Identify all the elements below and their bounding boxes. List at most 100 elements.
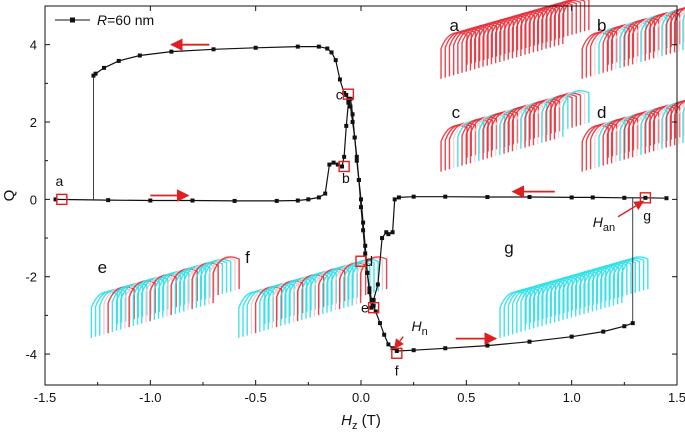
data-point bbox=[116, 58, 121, 63]
inset-stripe bbox=[153, 273, 182, 320]
inset-stripe bbox=[99, 288, 127, 336]
inset-stripe bbox=[490, 110, 519, 158]
inset-stripe bbox=[145, 275, 173, 323]
data-point bbox=[333, 58, 338, 63]
inset-stripe bbox=[120, 282, 148, 330]
inset-stripe bbox=[511, 287, 540, 335]
inset-stripe bbox=[515, 10, 544, 58]
inset-stripe bbox=[503, 13, 531, 61]
y-tick-label: 2 bbox=[30, 115, 37, 130]
data-point bbox=[316, 44, 321, 49]
inset-stripe bbox=[524, 283, 552, 331]
y-tick-label: -4 bbox=[25, 347, 37, 362]
x-axis-ticks: -1.5 -1.0 -0.5 0.0 0.5 1.0 1.5 bbox=[34, 6, 685, 405]
data-point bbox=[411, 194, 416, 199]
inset-stripe bbox=[585, 30, 614, 78]
data-point bbox=[367, 290, 372, 295]
inset-stripe bbox=[648, 12, 677, 60]
inset-stripe bbox=[246, 288, 274, 336]
inset-stripe bbox=[640, 15, 668, 63]
inset-stripe bbox=[566, 271, 594, 319]
x-tick-label: -1.0 bbox=[139, 390, 161, 405]
inset-stripe bbox=[490, 17, 519, 65]
data-point bbox=[232, 198, 237, 203]
inset-stripe bbox=[507, 12, 535, 60]
inset-stripe bbox=[545, 94, 573, 142]
inset-stripe bbox=[557, 91, 586, 139]
inset-label: b bbox=[597, 16, 606, 35]
data-point bbox=[344, 92, 349, 97]
inset-stripe bbox=[652, 11, 681, 59]
y-tick-label: 4 bbox=[30, 38, 37, 53]
data-point bbox=[371, 297, 376, 302]
inset-stripe bbox=[623, 19, 651, 67]
inset-stripe bbox=[682, 106, 685, 143]
inset-stripe bbox=[594, 28, 622, 76]
inset-stripe bbox=[301, 273, 329, 320]
inset-stripe bbox=[494, 16, 523, 64]
data-point bbox=[342, 154, 347, 159]
inset-stripe bbox=[115, 283, 144, 331]
data-point bbox=[369, 305, 374, 310]
inset-stripe bbox=[610, 23, 639, 71]
inset-stripe bbox=[587, 265, 615, 313]
inset-stripe bbox=[644, 13, 672, 61]
inset-stripe bbox=[208, 257, 236, 305]
inset-stripe bbox=[157, 271, 186, 319]
data-point bbox=[295, 198, 300, 203]
inset-stripe bbox=[284, 277, 312, 325]
x-axis-title: Hz (T) bbox=[341, 412, 381, 432]
inset-d: d bbox=[581, 99, 685, 172]
data-point bbox=[323, 191, 328, 196]
y-tick-label: -2 bbox=[25, 270, 37, 285]
inset-stripe bbox=[627, 18, 656, 66]
inset-stripe bbox=[292, 275, 321, 323]
inset-stripe bbox=[473, 22, 502, 70]
inset-label: a bbox=[449, 16, 459, 35]
inset-stripe bbox=[486, 18, 514, 66]
inset-stripe bbox=[536, 4, 565, 52]
inset-stripe bbox=[511, 11, 540, 59]
inset-stripe bbox=[631, 17, 660, 65]
inset-stripe bbox=[469, 116, 498, 164]
data-point bbox=[373, 309, 378, 314]
inset-stripe bbox=[288, 276, 316, 324]
inset-stripe bbox=[606, 117, 635, 165]
inset-stripe bbox=[267, 282, 295, 330]
inset-label: e bbox=[98, 258, 107, 277]
state-label-f: f bbox=[395, 362, 399, 378]
x-tick-label: 1.5 bbox=[668, 390, 685, 405]
inset-stripe bbox=[636, 16, 664, 64]
inset-stripe bbox=[610, 116, 639, 164]
inset-stripe bbox=[499, 15, 527, 63]
state-marker-b bbox=[338, 160, 350, 173]
state-marker-d bbox=[355, 255, 367, 267]
data-point bbox=[363, 251, 368, 256]
state-label-b: b bbox=[342, 170, 350, 186]
inset-stripe bbox=[606, 24, 635, 72]
inset-stripe bbox=[444, 123, 472, 171]
inset-stripe bbox=[553, 92, 582, 140]
inset-stripe bbox=[619, 21, 647, 69]
data-point bbox=[190, 198, 195, 203]
data-point bbox=[348, 104, 353, 109]
inset-stripe bbox=[90, 291, 119, 338]
field-annotation-arrow bbox=[394, 336, 404, 350]
state-marker-a bbox=[56, 193, 68, 206]
inset-stripe bbox=[600, 262, 628, 310]
inset-stripe bbox=[678, 102, 685, 145]
inset-stripe bbox=[604, 261, 632, 308]
inset-stripe bbox=[589, 122, 618, 170]
inset-stripe bbox=[511, 104, 540, 152]
inset-a: a bbox=[440, 0, 590, 79]
inset-stripe bbox=[162, 270, 190, 318]
inset-stripe bbox=[478, 113, 506, 161]
inset-stripe bbox=[448, 122, 477, 170]
data-point bbox=[331, 160, 336, 165]
state-label-a: a bbox=[56, 173, 64, 189]
data-point bbox=[148, 198, 153, 203]
inset-stripe bbox=[149, 274, 177, 322]
inset-stripe bbox=[309, 270, 337, 318]
inset-stripe bbox=[461, 25, 489, 73]
inset-stripe bbox=[452, 28, 481, 76]
